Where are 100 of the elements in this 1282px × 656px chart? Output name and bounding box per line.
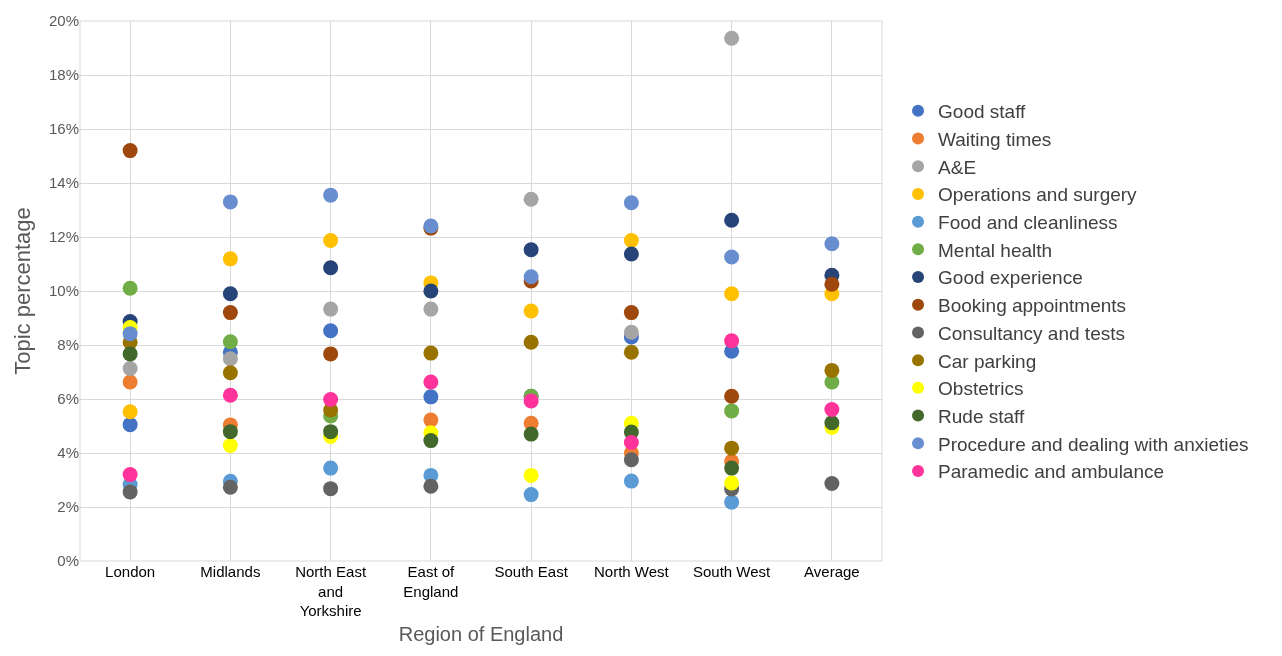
point [222,479,238,495]
point [122,374,138,390]
legend-label: Procedure and dealing with anxieties [938,433,1249,455]
point [824,402,840,418]
point [724,475,740,491]
point [623,434,639,450]
point [122,346,138,362]
point [724,212,740,228]
point [523,487,539,503]
point [323,260,339,276]
point [222,437,238,453]
point [222,194,238,210]
point [222,251,238,267]
legend-label: Mental health [938,239,1053,261]
point [523,303,539,319]
point [623,195,639,211]
y-tick-label: 16% [48,120,79,138]
point [423,389,439,405]
point [323,460,339,476]
point [122,417,138,433]
point [222,365,238,381]
legend-label: Paramedic and ambulance [938,461,1165,483]
point [523,191,539,207]
y-tick-label: 12% [48,228,79,246]
legend-label: Food and cleanliness [938,212,1118,234]
point [222,286,238,302]
point [122,280,138,296]
point [724,286,740,302]
point [423,478,439,494]
point [323,424,339,440]
point [323,301,339,317]
point [724,30,740,46]
point [523,426,539,442]
point [724,403,740,419]
point [623,233,639,248]
legend-label: A&E [938,156,977,178]
y-tick-label: 2% [57,498,79,516]
point [323,323,339,339]
point [323,187,339,203]
point [423,374,439,390]
point [523,467,539,483]
y-tick-label: 10% [48,282,79,300]
point [122,360,138,376]
legend-label: Good staff [938,101,1027,123]
point [523,242,539,258]
point [122,484,138,500]
x-tick-label: London [105,563,156,580]
point [222,334,238,350]
x-tick-label: North East and Yorkshire [295,563,367,619]
legend-label: Good experience [938,267,1083,289]
point [323,392,339,408]
y-tick-label: 4% [57,444,79,462]
y-axis-title: Topic percentage [9,207,35,375]
point [122,143,138,159]
x-tick-label: North West [594,563,670,580]
point [523,269,539,285]
point [724,388,740,404]
point [423,433,439,449]
x-tick-label: Midlands [200,563,261,580]
point [122,467,138,483]
legend-label: Operations and surgery [938,184,1138,206]
point [824,276,840,292]
point [323,346,339,362]
y-tick-label: 20% [48,12,79,30]
y-tick-label: 0% [57,552,79,570]
point [824,362,840,378]
point [623,344,639,360]
legend-label: Booking appointments [938,295,1127,317]
point [323,481,339,497]
point [423,412,439,428]
point [623,452,639,468]
point [523,334,539,350]
point [623,305,639,321]
legend-label: Car parking [938,350,1037,372]
point [222,305,238,321]
x-tick-label: Average [804,563,860,580]
point [623,324,639,340]
point [122,326,138,342]
x-tick-label: East of England [403,563,459,600]
y-tick-label: 6% [57,390,79,408]
point [824,415,840,431]
legend-label: Rude staff [938,405,1026,427]
legend-label: Obstetrics [938,378,1024,400]
point [724,440,740,456]
point [724,494,740,510]
point [423,301,439,317]
point [222,351,238,367]
x-tick-label: South East [494,563,569,580]
x-tick-label: South West [693,563,772,580]
point [724,460,740,476]
x-axis-title: Region of England [398,622,564,645]
point [724,333,740,349]
legend-label: Consultancy and tests [938,322,1125,344]
point [222,424,238,440]
point [523,393,539,409]
point [222,387,238,403]
point [423,345,439,361]
point [824,476,840,491]
legend-label: Waiting times [938,128,1052,150]
y-tick-label: 18% [48,66,79,84]
